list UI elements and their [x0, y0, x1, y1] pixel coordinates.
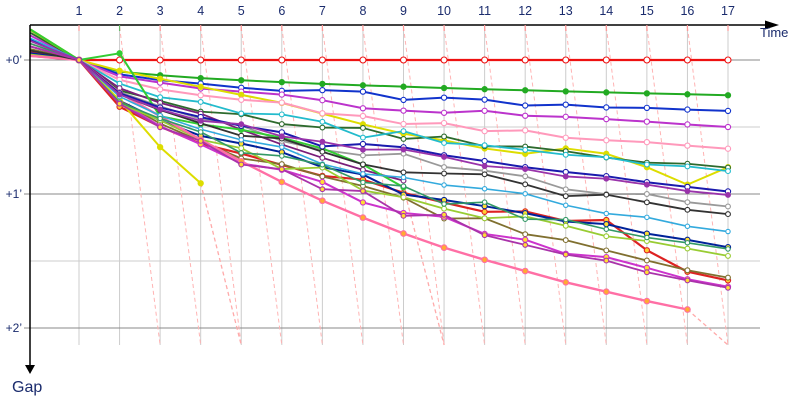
svg-text:Gap: Gap — [12, 379, 42, 396]
svg-text:7: 7 — [319, 4, 326, 18]
svg-text:2: 2 — [116, 4, 123, 18]
svg-text:8: 8 — [359, 4, 366, 18]
svg-text:+1’: +1’ — [6, 187, 22, 201]
svg-text:+2’: +2’ — [6, 321, 22, 335]
svg-text:6: 6 — [278, 4, 285, 18]
svg-text:1: 1 — [76, 4, 83, 18]
svg-text:11: 11 — [478, 4, 491, 18]
svg-text:13: 13 — [559, 4, 573, 18]
svg-text:16: 16 — [680, 4, 694, 18]
svg-text:4: 4 — [197, 4, 204, 18]
svg-text:14: 14 — [599, 4, 613, 18]
svg-text:5: 5 — [238, 4, 245, 18]
svg-text:15: 15 — [640, 4, 654, 18]
svg-text:12: 12 — [518, 4, 532, 18]
svg-text:3: 3 — [157, 4, 164, 18]
svg-text:9: 9 — [400, 4, 407, 18]
svg-text:17: 17 — [721, 4, 735, 18]
svg-text:Time: Time — [760, 25, 788, 40]
svg-text:10: 10 — [437, 4, 451, 18]
svg-text:+0’: +0’ — [6, 53, 22, 67]
